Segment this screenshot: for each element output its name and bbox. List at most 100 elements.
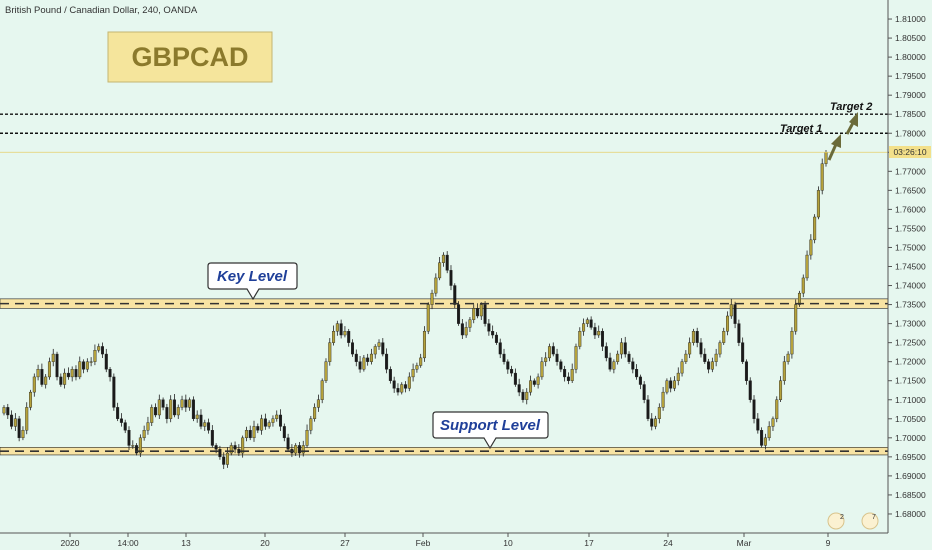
candle-body — [820, 163, 824, 191]
candle-body — [324, 361, 328, 381]
candle-body — [260, 418, 264, 431]
candle-body — [343, 331, 347, 336]
candle-body — [373, 346, 377, 355]
candle-body — [767, 426, 771, 439]
candle-body — [146, 422, 150, 431]
price-tick-label: 1.75500 — [895, 223, 926, 233]
events-icon[interactable]: 2 — [827, 512, 845, 530]
candle-body — [55, 353, 59, 378]
candle-body — [445, 254, 449, 271]
time-axis[interactable] — [0, 533, 888, 550]
candle-body — [169, 399, 173, 419]
candle-body — [635, 369, 639, 378]
candle-body — [388, 369, 392, 381]
candle-body — [256, 426, 260, 431]
candle-body — [483, 304, 487, 324]
candle-body — [714, 353, 718, 362]
candle-body — [672, 380, 676, 389]
candle-body — [400, 384, 404, 393]
candle-body — [547, 346, 551, 359]
candle-body — [729, 304, 733, 317]
candle-body — [17, 418, 21, 439]
key-level-callout[interactable]: Key Level — [207, 262, 298, 301]
price-axis[interactable] — [888, 0, 932, 550]
price-tick-label: 1.70500 — [895, 414, 926, 424]
candle-body — [70, 369, 74, 378]
countdown-label: 03:26:10 — [893, 147, 926, 157]
price-tick-label: 1.79500 — [895, 71, 926, 81]
candle-body — [366, 357, 370, 362]
candle-body — [661, 391, 665, 408]
candle-body — [544, 357, 548, 362]
candle-body — [688, 342, 692, 355]
target-1-label: Target 1 — [780, 123, 822, 135]
candle-body — [760, 430, 764, 446]
candle-body — [199, 414, 203, 427]
candle-body — [676, 372, 680, 381]
support-level-label: Support Level — [440, 417, 541, 434]
candle-body — [305, 430, 309, 446]
candle-body — [354, 353, 358, 362]
candle-body — [506, 361, 510, 370]
candle-body — [430, 292, 434, 305]
candle-body — [78, 361, 82, 378]
price-tick-label: 1.80500 — [895, 33, 926, 43]
candle-body — [157, 399, 161, 416]
price-tick-label: 1.72500 — [895, 338, 926, 348]
candle-body — [763, 437, 767, 446]
candle-body — [510, 369, 514, 374]
time-tick-label: 10 — [503, 538, 513, 548]
price-tick-label: 1.69500 — [895, 452, 926, 462]
candle-body — [494, 334, 498, 343]
candle-body — [790, 331, 794, 355]
candle-body — [104, 353, 108, 370]
candle-body — [127, 430, 131, 446]
candle-body — [252, 426, 256, 439]
candle-body — [476, 308, 480, 317]
candle-body — [335, 323, 339, 332]
time-tick-label: 24 — [663, 538, 673, 548]
candle-body — [248, 430, 252, 439]
candle-body — [66, 372, 70, 378]
candle-body — [138, 437, 142, 454]
price-tick-label: 1.75000 — [895, 242, 926, 252]
candle-body — [2, 407, 6, 414]
time-tick-label: 17 — [584, 538, 594, 548]
candle-body — [517, 384, 521, 393]
candle-body — [40, 369, 44, 385]
lines-layer — [0, 113, 888, 452]
candle-body — [180, 399, 184, 408]
time-axis-ticks: 2020 14:00 13 20 27 Feb 10 17 24 Mar 9 — [61, 533, 831, 548]
ideas-icon[interactable]: 7 — [861, 512, 879, 530]
candle-body — [809, 239, 813, 256]
support-level-callout[interactable]: Support Level — [432, 411, 549, 450]
candle-body — [123, 422, 127, 431]
candle-body — [457, 304, 461, 324]
candle-body — [21, 430, 25, 439]
candle-body — [801, 277, 805, 294]
price-tick-label: 1.73500 — [895, 300, 926, 310]
candle-body — [89, 361, 93, 363]
candle-body — [131, 445, 135, 447]
candle-body — [551, 346, 555, 355]
candle-body — [726, 315, 730, 332]
candle-body — [415, 365, 419, 370]
candle-body — [597, 331, 601, 336]
candle-body — [813, 216, 817, 241]
candle-body — [377, 342, 381, 347]
candle-body — [396, 388, 400, 393]
candle-body — [559, 361, 563, 370]
candle-body — [593, 327, 597, 336]
candle-body — [347, 331, 351, 343]
price-tick-label: 1.69000 — [895, 471, 926, 481]
candle-body — [707, 361, 711, 370]
candle-body — [297, 445, 301, 454]
candle-body — [654, 418, 658, 427]
candle-body — [555, 353, 559, 362]
price-tick-label: 1.78500 — [895, 109, 926, 119]
symbol-info: British Pound / Canadian Dollar, 240, OA… — [5, 5, 198, 16]
ideas-count: 7 — [872, 514, 876, 521]
price-tick-label: 1.76000 — [895, 204, 926, 214]
key-level-label: Key Level — [217, 268, 288, 285]
